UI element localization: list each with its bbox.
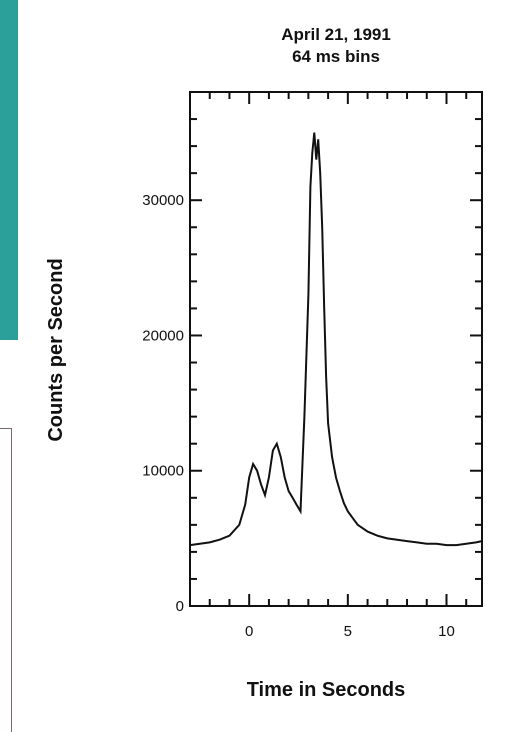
x-tick-label: 5	[344, 623, 352, 640]
chart-title: April 21, 1991	[281, 25, 391, 44]
y-tick-label: 0	[176, 598, 184, 615]
y-tick-label: 20000	[142, 327, 184, 344]
x-axis-label: Time in Seconds	[247, 679, 406, 701]
series-line	[189, 132, 483, 547]
axis-ticks	[189, 91, 482, 607]
x-tick-label: 10	[438, 623, 455, 640]
left-frame-edge	[0, 428, 12, 732]
x-tick-label: 0	[245, 623, 253, 640]
y-tick-label: 10000	[142, 463, 184, 480]
y-axis-label: Counts per Second	[45, 258, 67, 441]
chart-subtitle: 64 ms bins	[292, 47, 380, 66]
y-tick-label: 30000	[142, 192, 184, 209]
plot-frame	[189, 91, 483, 607]
tick-labels: 0 5 10 0 10000 20000 30000	[142, 192, 455, 640]
teal-background-panel	[0, 0, 18, 340]
